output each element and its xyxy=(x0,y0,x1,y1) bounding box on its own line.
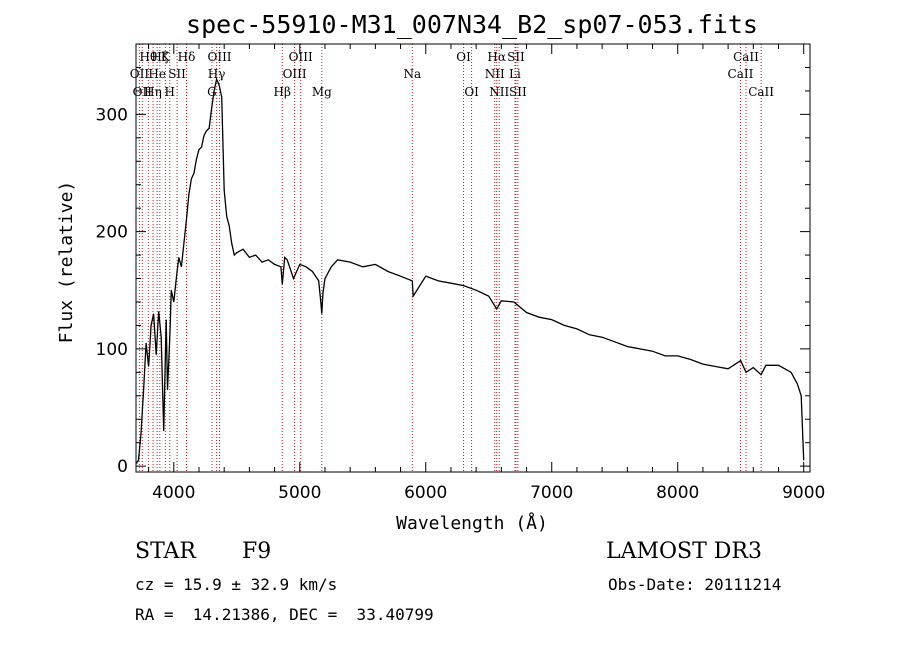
spectral-line-label: Hη xyxy=(144,85,162,99)
spectral-line-label: Hθ xyxy=(139,50,157,64)
spectral-line-label: Hδ xyxy=(178,50,196,64)
spectral-line-label: OI xyxy=(464,85,479,99)
spectral-line-label: SII xyxy=(509,85,527,99)
object-subclass: F9 xyxy=(242,539,272,564)
redshift-cz: cz = 15.9 ± 32.9 km/s xyxy=(135,575,338,594)
spectral-line-label: CaII xyxy=(728,67,754,81)
spectral-line-label: OII xyxy=(133,85,153,99)
spectral-line-label: Mg xyxy=(312,85,332,99)
plot-frame xyxy=(135,43,811,473)
spectral-line-label: OIII xyxy=(289,50,313,64)
spectral-line-label: Hα xyxy=(487,50,506,64)
spectral-line-label: OI xyxy=(456,50,471,64)
spectral-line-label: Li xyxy=(509,67,521,81)
spectral-line-label: OIII xyxy=(207,50,231,64)
spectrum-series xyxy=(135,77,805,465)
spectral-line-label: CaII xyxy=(748,85,774,99)
survey-name: LAMOST DR3 xyxy=(606,539,762,564)
x-tick-label: 6000 xyxy=(404,483,447,503)
x-tick-label: 7000 xyxy=(530,483,573,503)
spectral-line-label: Hβ xyxy=(274,85,291,99)
spectral-line-label: SII xyxy=(168,67,186,81)
x-tick-label: 8000 xyxy=(656,483,699,503)
observation-date: Obs-Date: 20111214 xyxy=(608,575,782,594)
spectral-line-label: OIII xyxy=(283,67,307,81)
spectral-line-label: K xyxy=(161,50,171,64)
y-tick-label: 0 xyxy=(117,457,128,477)
x-tick-label: 5000 xyxy=(278,483,321,503)
spectral-line-label: SII xyxy=(507,50,525,64)
spectral-line-markers xyxy=(138,44,762,472)
spectral-line-labels: OII OII Hθ Hη He HζK H SII Hδ G Hγ OIII Hβ OIII OIII Mg… xyxy=(130,50,775,99)
sky-coordinates: RA = 14.21386, DEC = 33.40799 xyxy=(135,605,434,624)
object-class: STAR xyxy=(135,539,196,564)
spectral-line-label: G xyxy=(207,85,217,99)
chart-title: spec-55910-M31_007N34_B2_sp07-053.fits xyxy=(186,10,758,39)
spectral-line-label: Hγ xyxy=(208,67,226,81)
spectral-line-label: NII xyxy=(489,85,509,99)
spectral-line-label: Hζ xyxy=(151,50,168,64)
y-tick-label: 100 xyxy=(96,340,128,360)
y-tick-label: 200 xyxy=(96,223,128,243)
axis-ticks: 4000 5000 6000 7000 8000 9000 0 100 200 300 xyxy=(96,44,825,503)
spectral-line-label: NII xyxy=(485,67,505,81)
spectral-line-label: CaII xyxy=(733,50,759,64)
spectral-line-label: H xyxy=(165,85,175,99)
spectral-line-label: He xyxy=(148,67,166,81)
spectral-line-label: OII xyxy=(130,67,150,81)
x-tick-label: 9000 xyxy=(782,483,825,503)
y-tick-label: 300 xyxy=(96,105,128,125)
x-axis-title: Wavelength (Å) xyxy=(396,512,548,534)
y-axis-title: Flux (relative) xyxy=(56,181,77,344)
spectrum-line xyxy=(135,77,805,465)
x-tick-label: 4000 xyxy=(152,483,195,503)
spectral-line-label: Na xyxy=(403,67,421,81)
